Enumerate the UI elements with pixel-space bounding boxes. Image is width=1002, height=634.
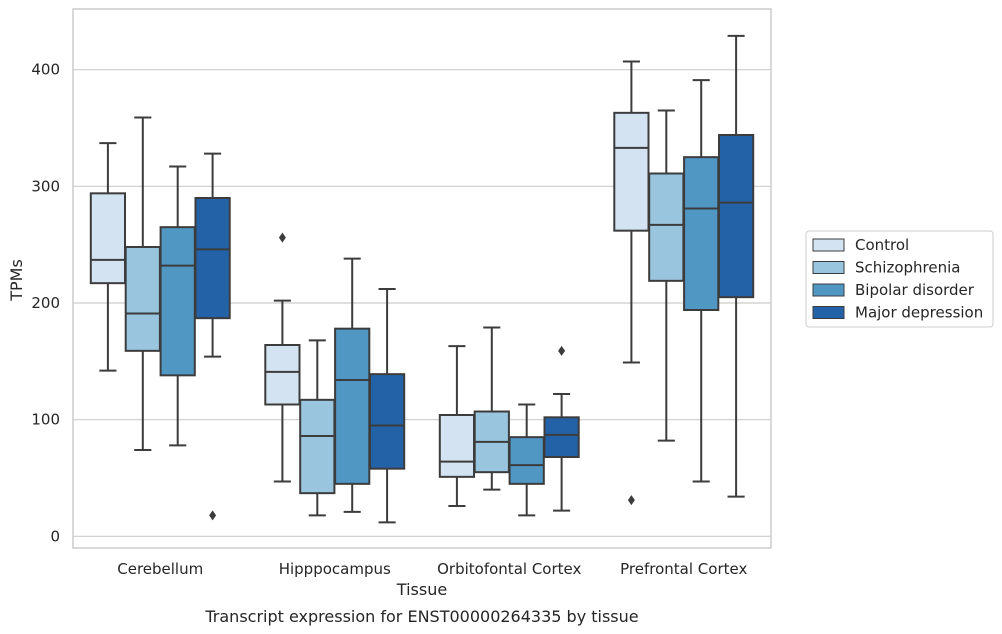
x-tick-label: Cerebellum xyxy=(117,560,203,578)
y-axis-ticks: 0 100 200 300 400 xyxy=(31,61,60,546)
legend-label: Control xyxy=(855,236,909,254)
box xyxy=(717,134,755,299)
box xyxy=(194,197,231,320)
box-plot xyxy=(334,257,371,513)
box xyxy=(543,416,580,459)
box-plot xyxy=(124,116,161,451)
legend-swatch xyxy=(812,283,845,297)
legend-frame xyxy=(805,230,994,328)
x-axis-label: Tissue xyxy=(396,580,447,599)
box xyxy=(613,111,650,232)
legend-label: Major depression xyxy=(855,304,983,322)
legend-swatch xyxy=(812,238,845,252)
box-plot xyxy=(473,326,510,491)
box xyxy=(264,344,301,406)
box xyxy=(334,327,371,485)
box-plot xyxy=(159,165,196,447)
box-plot xyxy=(508,403,545,517)
legend-swatch xyxy=(812,306,845,319)
box xyxy=(683,156,720,311)
box xyxy=(159,226,196,377)
box xyxy=(438,414,476,478)
box-plot xyxy=(264,232,301,483)
outlier-point xyxy=(278,232,286,243)
y-tick-label: 100 xyxy=(31,411,60,429)
plot-area xyxy=(72,8,772,549)
x-axis-ticks: Cerebellum Hipppocampus Orbitofontal Corte… xyxy=(117,560,747,578)
box-plot xyxy=(299,339,336,517)
y-tick-label: 400 xyxy=(31,61,60,79)
legend-label: Schizophrenia xyxy=(855,259,960,277)
legend: Control Schizophrenia Bipolar disorder Majo… xyxy=(805,230,994,328)
x-tick-label: Hipppocampus xyxy=(279,560,391,578)
x-tick-label: Orbitofontal Cortex xyxy=(437,560,581,578)
box xyxy=(368,373,406,470)
box xyxy=(299,398,336,495)
box-plot xyxy=(368,288,406,524)
outlier-point xyxy=(627,495,635,506)
chart-caption: Transcript expression for ENST0000026433… xyxy=(204,607,638,626)
y-tick-label: 200 xyxy=(31,294,60,312)
box-plot xyxy=(648,109,685,442)
outlier-point xyxy=(209,510,217,521)
box xyxy=(124,246,161,352)
outlier-point xyxy=(558,345,566,356)
box-plot xyxy=(683,79,720,483)
legend-swatch xyxy=(812,261,845,274)
box-plot xyxy=(613,60,650,506)
box-plot xyxy=(717,34,755,498)
box xyxy=(89,192,127,285)
legend-label: Bipolar disorder xyxy=(855,281,975,299)
x-tick-label: Prefrontal Cortex xyxy=(620,560,747,578)
box xyxy=(508,436,545,485)
box-groups xyxy=(89,34,755,524)
box-plot xyxy=(89,142,127,372)
y-tick-label: 0 xyxy=(50,527,60,545)
box-plot xyxy=(194,152,231,521)
y-tick-label: 300 xyxy=(31,177,60,195)
box-plot xyxy=(543,345,580,512)
box-plot xyxy=(438,345,476,507)
box xyxy=(648,172,685,282)
y-axis-label: TPMs xyxy=(7,259,26,302)
